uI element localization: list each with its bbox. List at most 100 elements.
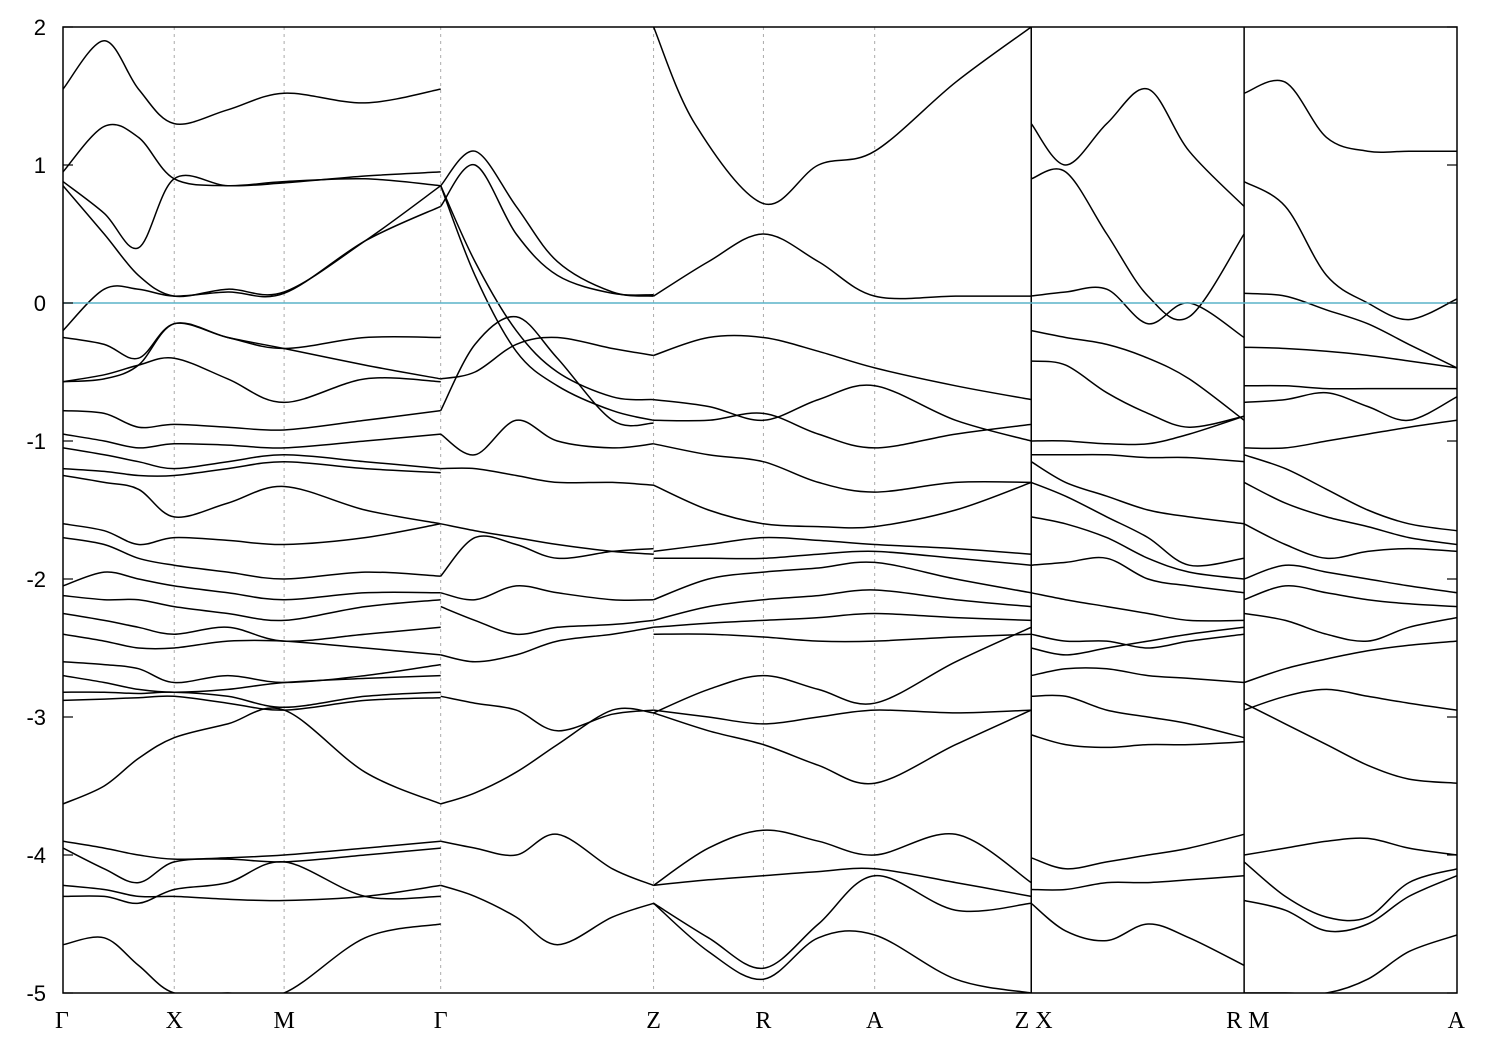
band-line-100 <box>1243 688 1457 711</box>
band-line-6 <box>63 322 441 383</box>
y-tick-label: 0 <box>34 291 46 316</box>
y-tick-label: 2 <box>34 15 46 40</box>
band-line-55 <box>653 561 1032 601</box>
band-line-64 <box>653 874 1032 969</box>
band-line-101 <box>1243 702 1457 784</box>
band-line-90 <box>1244 384 1457 390</box>
kpoint-label: M <box>273 1008 294 1034</box>
band-line-62 <box>653 829 1032 887</box>
band-line-10 <box>63 447 441 470</box>
kpoint-label: A <box>866 1008 884 1034</box>
band-line-98 <box>1243 612 1457 643</box>
band-line-3 <box>63 185 442 298</box>
band-line-27 <box>63 861 441 905</box>
kpoint-label: Γ <box>434 1008 448 1034</box>
kpoint-label: R <box>755 1008 771 1034</box>
kpoint-label: X <box>166 1008 183 1034</box>
band-line-16 <box>63 594 441 622</box>
band-line-92 <box>1244 419 1457 450</box>
band-line-83 <box>1030 833 1245 870</box>
band-line-13 <box>63 523 441 546</box>
y-tick-label: -3 <box>26 705 46 730</box>
band-line-85 <box>1030 902 1245 967</box>
band-line-58 <box>653 633 1032 643</box>
band-line-52 <box>653 481 1032 529</box>
band-line-14 <box>63 536 441 580</box>
band-line-32 <box>439 185 654 422</box>
band-line-29 <box>440 150 654 297</box>
band-line-69 <box>1031 329 1245 421</box>
band-line-8 <box>63 409 441 431</box>
band-line-73 <box>1030 461 1245 525</box>
band-line-50 <box>653 412 1032 449</box>
band-line-23 <box>63 707 441 805</box>
band-line-79 <box>1031 626 1245 656</box>
band-line-4 <box>63 205 442 332</box>
band-line-39 <box>440 585 654 601</box>
kpoint-label: R <box>1226 1008 1242 1034</box>
y-tick-label: 1 <box>34 153 46 178</box>
band-line-30 <box>440 164 654 296</box>
band-line-84 <box>1031 874 1245 891</box>
band-line-75 <box>1031 516 1245 580</box>
band-line-66 <box>1030 87 1245 207</box>
band-line-72 <box>1031 453 1245 463</box>
y-tick-label: -4 <box>26 843 46 868</box>
band-line-51 <box>653 443 1032 493</box>
band-line-45 <box>440 884 654 946</box>
high-symmetry-gridlines <box>173 27 1245 993</box>
band-line-77 <box>1031 592 1245 622</box>
band-line-35 <box>440 419 654 456</box>
band-line-74 <box>1030 481 1245 567</box>
band-line-89 <box>1244 346 1457 369</box>
band-line-81 <box>1031 694 1245 739</box>
band-line-97 <box>1243 585 1457 608</box>
band-line-60 <box>653 709 1032 785</box>
band-line-93 <box>1243 454 1457 532</box>
band-line-103 <box>1243 861 1457 922</box>
band-line-20 <box>63 674 441 693</box>
band-line-31 <box>440 185 654 401</box>
band-line-76 <box>1031 556 1245 594</box>
band-line-68 <box>1031 286 1245 339</box>
band-line-22 <box>63 695 441 711</box>
band-line-9 <box>63 433 441 449</box>
y-tick-label: -2 <box>26 567 46 592</box>
band-line-71 <box>1031 415 1245 446</box>
kpoint-label: Z <box>1015 1008 1030 1034</box>
band-line-40 <box>440 605 654 636</box>
kpoint-label: X <box>1035 1008 1052 1034</box>
band-line-70 <box>1031 360 1245 428</box>
band-line-43 <box>440 707 654 805</box>
band-line-65 <box>653 902 1032 993</box>
band-line-86 <box>1243 79 1457 153</box>
band-line-38 <box>440 535 654 577</box>
band-line-41 <box>440 626 654 663</box>
band-line-21 <box>63 691 441 709</box>
band-line-94 <box>1243 481 1457 546</box>
band-line-0 <box>63 40 441 125</box>
band-line-2 <box>63 174 441 250</box>
band-line-54 <box>653 550 1032 566</box>
band-line-18 <box>63 633 441 656</box>
band-line-7 <box>63 356 441 404</box>
band-line-56 <box>653 589 1032 622</box>
band-line-96 <box>1243 564 1457 594</box>
band-line-95 <box>1243 523 1457 560</box>
band-line-42 <box>440 695 654 732</box>
band-line-49 <box>653 384 1032 442</box>
band-line-46 <box>653 233 1032 300</box>
band-line-102 <box>1243 837 1457 856</box>
band-line-80 <box>1031 667 1245 684</box>
band-line-67 <box>1030 168 1245 321</box>
band-line-15 <box>63 571 441 601</box>
band-line-78 <box>1031 633 1245 649</box>
band-line-47 <box>652 27 1032 206</box>
band-line-17 <box>63 612 441 643</box>
band-line-11 <box>63 460 441 477</box>
band-line-91 <box>1244 391 1457 422</box>
band-line-36 <box>440 467 654 486</box>
y-tick-label: -5 <box>26 981 46 1006</box>
band-line-25 <box>63 847 441 884</box>
